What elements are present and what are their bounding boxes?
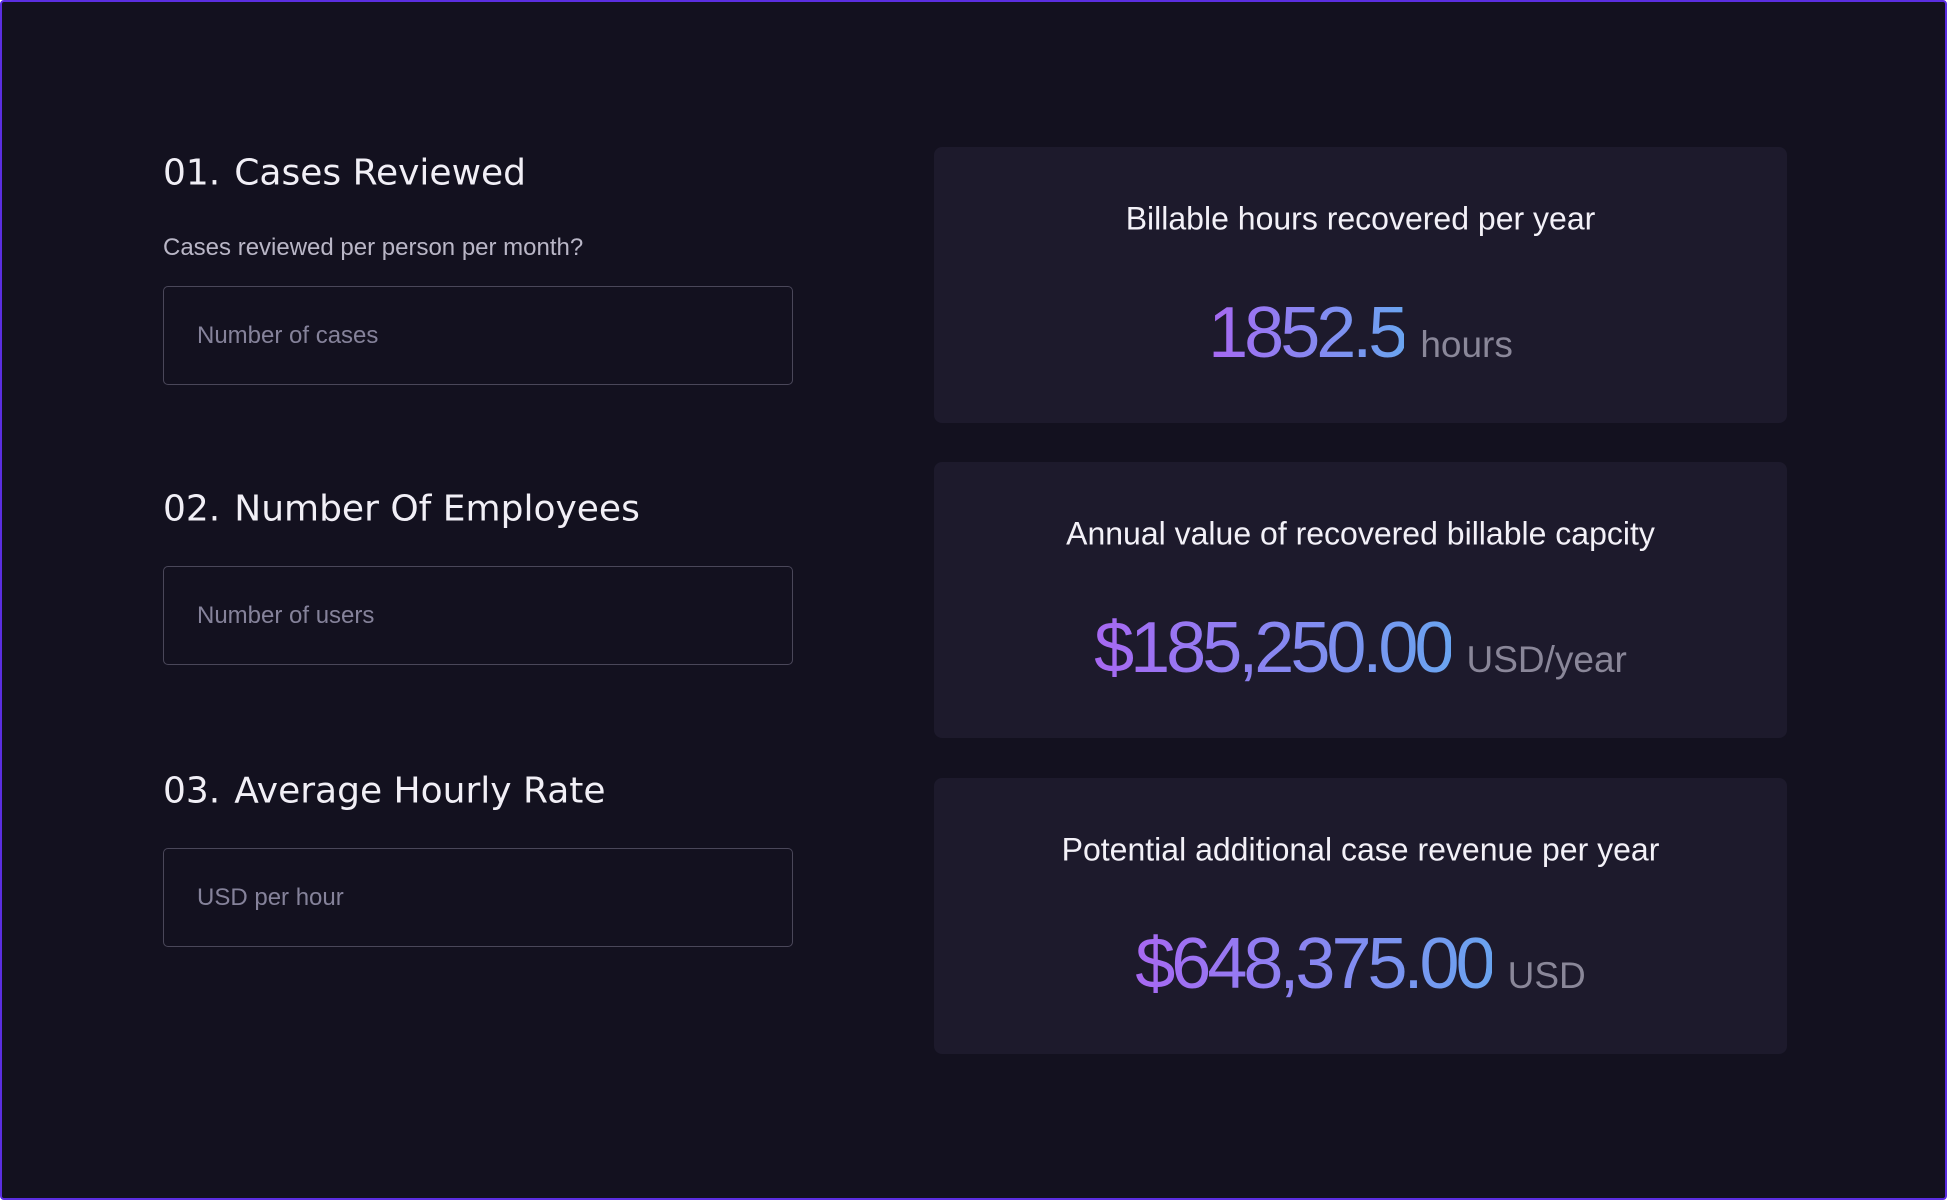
result-value: 1852.5 xyxy=(1208,293,1408,373)
section-number: 03. xyxy=(163,770,221,812)
result-label: Potential additional case revenue per ye… xyxy=(1061,831,1660,868)
result-card: Billable hours recovered per year 1852.5… xyxy=(934,147,1787,423)
section-number: 02. xyxy=(163,488,221,530)
section-number: 01. xyxy=(163,152,221,194)
rate-input[interactable]: USD per hour xyxy=(163,848,793,947)
section-heading: 03. Average Hourly Rate xyxy=(163,771,606,812)
result-card: Potential additional case revenue per ye… xyxy=(934,778,1787,1054)
result-value: $185,250.00 xyxy=(1094,608,1454,688)
result-card: Annual value of recovered billable capci… xyxy=(934,462,1787,738)
placeholder: Number of users xyxy=(197,601,375,629)
result-label: Billable hours recovered per year xyxy=(1125,200,1596,237)
result-value: $648,375.00 xyxy=(1135,924,1495,1004)
section-heading: 01. Cases Reviewed xyxy=(163,153,526,194)
users-input[interactable]: Number of users xyxy=(163,566,793,665)
section-title: Number Of Employees xyxy=(234,488,640,530)
section-heading: 02. Number Of Employees xyxy=(163,489,640,530)
question: Cases reviewed per person per month? xyxy=(163,234,584,261)
result-label: Annual value of recovered billable capci… xyxy=(1066,515,1655,552)
section-title: Cases Reviewed xyxy=(234,152,527,194)
result-unit: USD/year xyxy=(1466,639,1627,680)
placeholder: Number of cases xyxy=(197,321,379,349)
section-title: Average Hourly Rate xyxy=(234,770,606,812)
result-unit: hours xyxy=(1420,324,1513,365)
cases-input[interactable]: Number of cases xyxy=(163,286,793,385)
result-unit: USD xyxy=(1507,955,1586,996)
placeholder: USD per hour xyxy=(197,883,344,911)
